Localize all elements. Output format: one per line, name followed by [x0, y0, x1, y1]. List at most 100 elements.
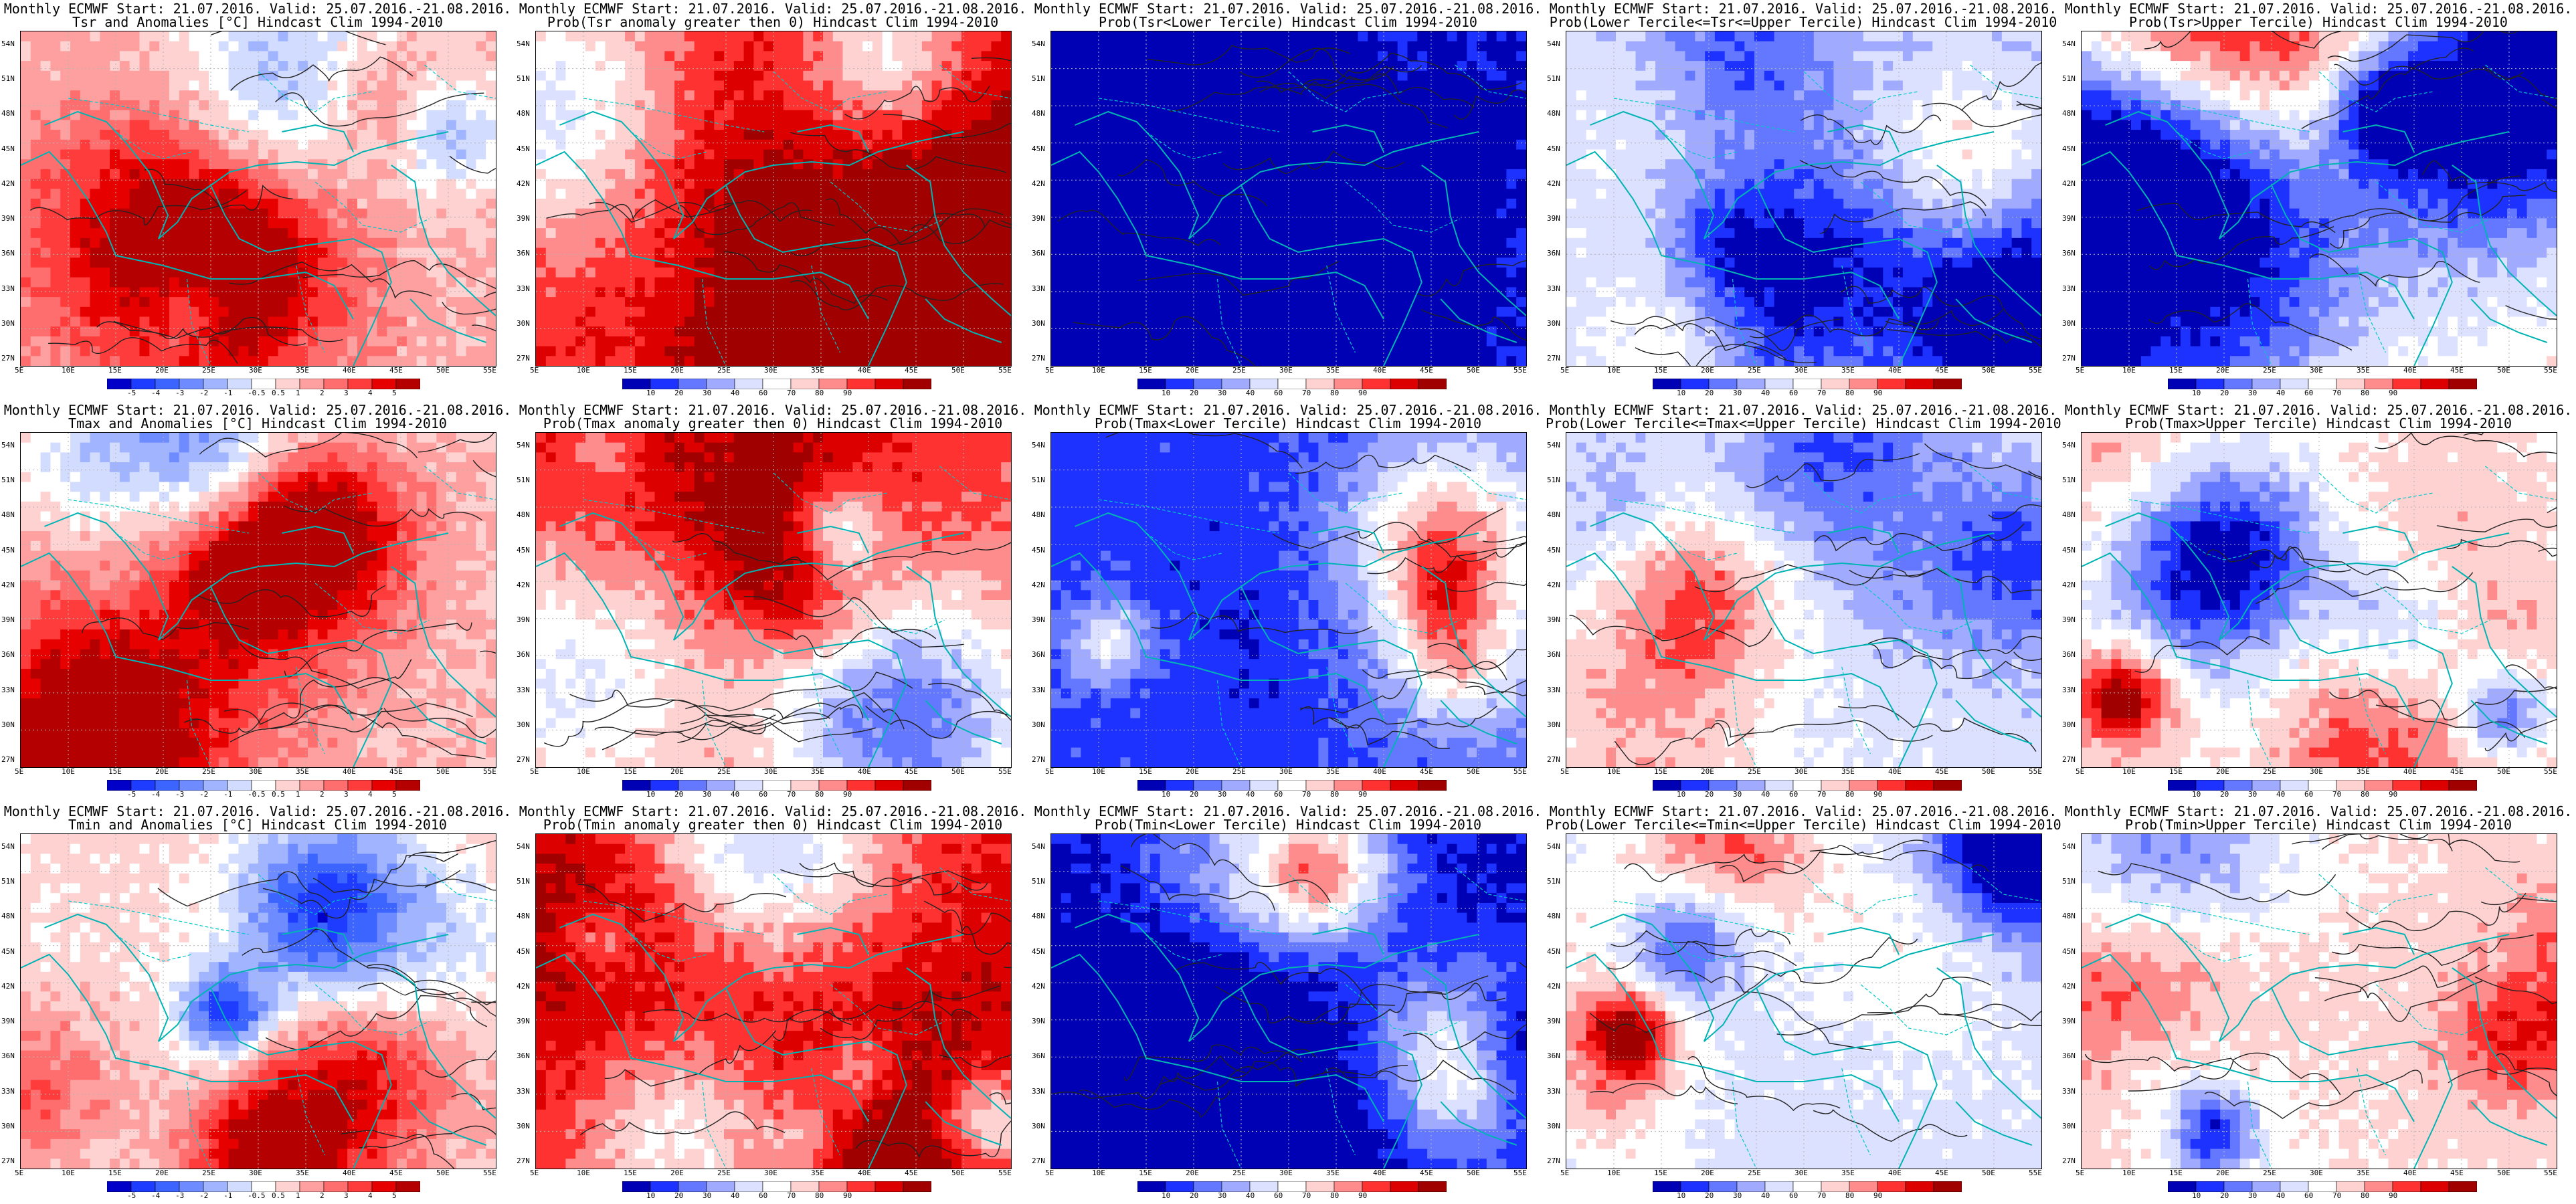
lon-label: 35E — [811, 367, 824, 375]
isotherm-contours — [1589, 839, 2041, 1142]
coastlines — [21, 110, 496, 366]
colorbar-label: 10 — [646, 1192, 655, 1200]
lat-label: 36N — [1, 1052, 15, 1060]
lat-label: 54N — [1032, 843, 1045, 851]
map-area[interactable] — [535, 31, 1012, 367]
lon-label: 55E — [483, 1169, 496, 1177]
country-borders — [583, 466, 1011, 767]
colorbar-label: 5 — [392, 1192, 397, 1200]
colorbar-swatch — [1390, 779, 1419, 791]
lon-label: 45E — [1935, 367, 1948, 375]
colorbar-swatch — [155, 1181, 180, 1193]
lon-label: 20E — [2216, 768, 2229, 776]
colorbar-label: 40 — [1761, 1192, 1770, 1200]
lon-label: 10E — [577, 768, 590, 776]
lon-label: 10E — [2122, 1169, 2136, 1177]
colorbar-swatch — [734, 779, 763, 791]
lon-label: 10E — [2122, 367, 2136, 375]
lat-label: 27N — [517, 756, 530, 764]
map-area[interactable] — [535, 833, 1012, 1169]
colorbar-label: 70 — [787, 389, 796, 397]
lon-label: 45E — [1420, 768, 1433, 776]
lat-label: 36N — [1547, 249, 1560, 258]
lat-label: 30N — [517, 319, 530, 328]
lat-label: 39N — [1547, 1017, 1560, 1025]
colorbar-label: -0.5 — [248, 389, 266, 397]
map-area[interactable] — [1566, 31, 2042, 367]
colorbar-swatch — [790, 779, 820, 791]
map-area[interactable] — [1050, 833, 1527, 1169]
map-area[interactable] — [1050, 432, 1527, 768]
colorbar-swatch — [2223, 378, 2253, 390]
map-svg — [536, 31, 1011, 366]
lat-label: 27N — [1547, 756, 1560, 764]
colorbar-swatch — [1137, 1181, 1166, 1193]
colorbar-swatch — [1362, 378, 1391, 390]
colorbar-swatch — [790, 378, 820, 390]
lon-label: 55E — [483, 768, 496, 776]
panel-title: Prob(Tmax anomaly greater then 0) Hindca… — [515, 416, 1030, 431]
lon-label: 30E — [1795, 1169, 1808, 1177]
colorbar — [2167, 779, 2478, 791]
shaded-field — [2082, 834, 2557, 1169]
lat-label: 42N — [517, 581, 530, 589]
lat-label: 33N — [1032, 1087, 1045, 1096]
lon-label: 45E — [1935, 768, 1948, 776]
colorbar-swatch — [2195, 779, 2225, 791]
map-area[interactable] — [2081, 31, 2557, 367]
panel-header: Monthly ECMWF Start: 21.07.2016. Valid: … — [2061, 804, 2576, 819]
colorbar-swatch — [2251, 378, 2281, 390]
colorbar-swatch — [1708, 378, 1738, 390]
map-area[interactable] — [1050, 31, 1527, 367]
map-area[interactable] — [2081, 432, 2557, 768]
coastlines — [21, 512, 496, 767]
map-area[interactable] — [20, 432, 496, 768]
map-area[interactable] — [20, 31, 496, 367]
colorbar-label: -4 — [151, 389, 160, 397]
lon-label: 40E — [2403, 367, 2417, 375]
colorbar-label: 90 — [843, 1192, 852, 1200]
isotherm-contours — [82, 433, 496, 760]
lat-label: 51N — [1547, 878, 1560, 886]
map-area[interactable] — [535, 432, 1012, 768]
colorbar-swatch — [2364, 378, 2393, 390]
lat-label: 33N — [1, 1087, 15, 1096]
colorbar-label: 20 — [1190, 389, 1198, 397]
colorbar-swatch — [299, 1181, 325, 1193]
lon-label: 55E — [1513, 367, 1527, 375]
colorbar-swatch — [275, 1181, 300, 1193]
coastlines — [1051, 512, 1526, 767]
lat-label: 33N — [1547, 1087, 1560, 1096]
colorbar-swatch — [706, 1181, 735, 1193]
map-area[interactable] — [1566, 432, 2042, 768]
lon-label: 15E — [2169, 367, 2183, 375]
lat-label: 48N — [1032, 511, 1045, 519]
lat-label: 42N — [1032, 581, 1045, 589]
colorbar-swatch — [1165, 1181, 1194, 1193]
lat-label: 33N — [1032, 686, 1045, 694]
map-area[interactable] — [20, 833, 496, 1169]
panel-header: Monthly ECMWF Start: 21.07.2016. Valid: … — [1030, 403, 1546, 417]
lat-label: 51N — [1547, 75, 1560, 83]
map-svg — [1566, 433, 2041, 767]
lat-label: 36N — [1547, 651, 1560, 659]
map-area[interactable] — [1566, 833, 2042, 1169]
colorbar-swatch — [762, 378, 792, 390]
colorbar-swatch — [347, 779, 373, 791]
lat-label: 45N — [2062, 546, 2076, 555]
lat-label: 51N — [1032, 878, 1045, 886]
isotherm-contours — [546, 57, 1011, 324]
map-area[interactable] — [2081, 833, 2557, 1169]
colorbar-label: 40 — [1246, 389, 1255, 397]
colorbar-label: -5 — [127, 1192, 136, 1200]
lon-label: 25E — [2263, 367, 2276, 375]
lat-label: 54N — [1547, 40, 1560, 48]
colorbar-label: 10 — [1677, 389, 1685, 397]
lat-label: 33N — [1, 686, 15, 694]
colorbar-swatch — [2364, 779, 2393, 791]
lon-label: 55E — [2544, 367, 2557, 375]
lat-label: 33N — [517, 284, 530, 293]
colorbar-label: 10 — [1162, 791, 1170, 799]
colorbar-swatch — [678, 779, 707, 791]
lat-label: 39N — [2062, 1017, 2076, 1025]
